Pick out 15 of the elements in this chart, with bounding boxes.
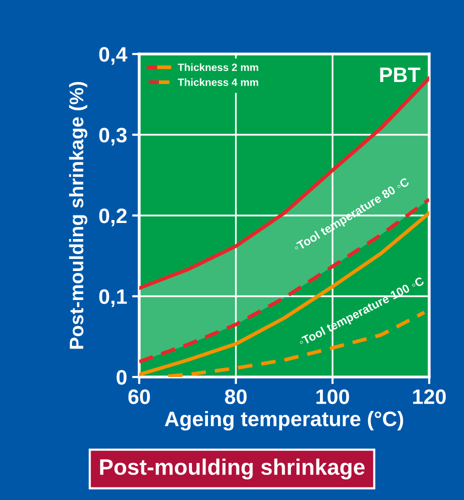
x-tick-label: 100	[316, 389, 350, 404]
legend-label: Thickness 4 mm	[178, 78, 258, 86]
x-tick-label: 120	[413, 389, 446, 404]
text: Post-moulding shrinkage	[100, 458, 365, 480]
legend-label: Thickness 2 mm	[178, 63, 258, 72]
x-tick-label: 60	[128, 389, 150, 404]
y-tick-label: 0,2	[99, 208, 127, 226]
y-tick-label: 0,4	[99, 47, 128, 65]
y-tick-label: 0,1	[99, 289, 127, 308]
y-axis-title: Post-moulding shrinkage (%)	[69, 82, 88, 349]
y-tick-label: 0	[116, 370, 127, 385]
x-tick-label: 80	[224, 389, 247, 404]
x-axis-title: Ageing temperature (°C)	[164, 411, 404, 431]
annotation: PBT	[380, 68, 420, 82]
y-tick-label: 0,3	[99, 128, 127, 146]
